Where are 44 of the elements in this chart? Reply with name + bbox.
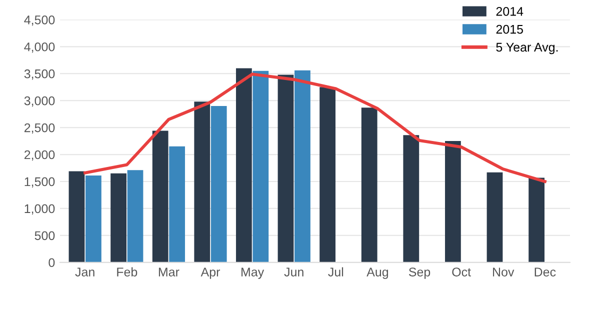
x-tick-label: Dec	[534, 268, 556, 276]
bar	[252, 70, 269, 262]
x-tick-label: Feb	[117, 267, 138, 276]
x-tick-label: Mar	[158, 268, 180, 276]
y-tick-label: 2,000	[24, 150, 55, 161]
x-tick-label: Jan	[75, 268, 94, 276]
x-tick-label: Apr	[200, 268, 220, 279]
bar	[403, 135, 420, 262]
bar	[68, 171, 85, 262]
x-tick-label: Jun	[284, 268, 304, 276]
y-tick-label: 1,500	[24, 177, 55, 188]
bar	[86, 176, 102, 262]
line-series	[84, 72, 546, 184]
y-tick-label: 2,500	[24, 123, 55, 134]
x-tick-label: Oct	[452, 268, 471, 276]
bar	[236, 68, 252, 262]
y-tick-label: 3,000	[24, 96, 55, 107]
bar	[528, 178, 544, 262]
x-tick-label: Jul	[328, 267, 344, 276]
bar	[486, 172, 503, 262]
bar	[127, 170, 144, 262]
y-tick-label: 3,500	[24, 69, 55, 80]
bar	[320, 87, 336, 262]
y-tick-label: 4,500	[24, 15, 55, 26]
x-tick-label: May	[242, 268, 264, 279]
bar	[278, 74, 294, 262]
bar	[169, 146, 185, 262]
bar	[361, 108, 378, 262]
y-tick-label: 1,000	[24, 204, 55, 215]
legend-label: 2015	[496, 24, 523, 34]
bar	[294, 70, 310, 262]
y-tick-label: 4,000	[24, 42, 55, 53]
legend-label: 5 Year Avg.	[496, 42, 558, 54]
bar	[194, 102, 210, 262]
x-tick-label: Aug	[366, 268, 388, 279]
y-tick-label: 0	[48, 258, 55, 268]
bar	[210, 106, 227, 262]
bar	[445, 141, 461, 262]
x-tick-label: Nov	[493, 268, 514, 276]
x-tick-label: Sep	[408, 268, 430, 279]
bar	[110, 173, 126, 262]
legend-label: 2014	[496, 6, 524, 16]
y-tick-label: 500	[34, 231, 55, 240]
bar	[152, 130, 168, 262]
